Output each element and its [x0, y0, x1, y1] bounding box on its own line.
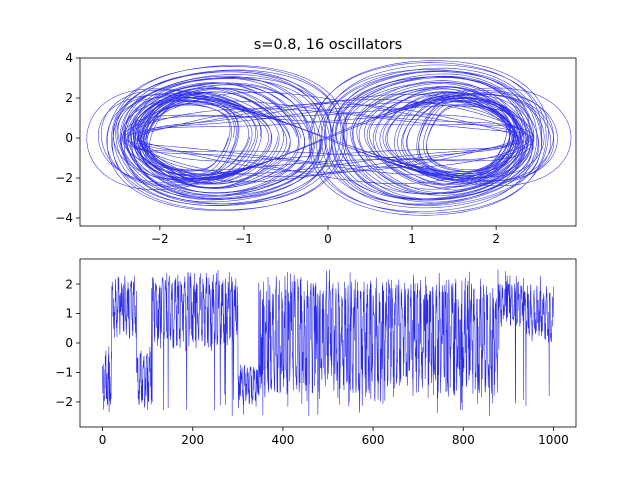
- crossing-trajectory: [122, 115, 534, 161]
- top-x-axis: −2 −1 0 1 2: [151, 226, 500, 246]
- bottom-x-axis: 0 200 400 600 800 1000: [99, 427, 569, 447]
- crossing-trajectory: [122, 105, 534, 171]
- crossing-trajectory: [137, 101, 519, 175]
- bottom-y-tick-label: −1: [55, 366, 73, 380]
- crossing-trajectory: [128, 100, 528, 176]
- top-x-tick-label: −2: [151, 232, 169, 246]
- top-x-tick-label: 2: [492, 232, 500, 246]
- oscillator-trajectory: [308, 60, 549, 216]
- crossing-trajectory: [123, 108, 533, 168]
- phase-trajectories: [86, 60, 572, 216]
- oscillator-trajectory: [97, 92, 558, 184]
- top-x-tick-label: 1: [408, 232, 416, 246]
- top-y-tick-label: −2: [55, 171, 73, 185]
- bottom-x-tick-label: 800: [452, 433, 475, 447]
- oscillator-trajectory: [350, 80, 533, 196]
- top-chart-title: s=0.8, 16 oscillators: [254, 37, 402, 53]
- bottom-x-tick-label: 200: [181, 433, 204, 447]
- top-y-tick-label: 2: [65, 91, 73, 105]
- top-phase-plot: −2 −1 0 1 2 −4 −2 0 2 4: [55, 51, 577, 246]
- bottom-x-tick-label: 600: [362, 433, 385, 447]
- top-y-tick-label: −4: [55, 211, 73, 225]
- top-x-tick-label: 0: [324, 232, 332, 246]
- bottom-y-tick-label: 0: [65, 336, 73, 350]
- top-y-tick-label: 0: [65, 131, 73, 145]
- oscillator-trajectory: [127, 85, 285, 189]
- oscillator-trajectory: [139, 96, 240, 180]
- bottom-y-tick-label: 1: [65, 307, 73, 321]
- bottom-y-tick-label: 2: [65, 277, 73, 291]
- top-y-tick-label: 4: [65, 51, 73, 65]
- time-series-trace: [102, 269, 554, 417]
- bottom-y-axis: −2 −1 0 1 2: [55, 277, 80, 409]
- top-y-axis: −4 −2 0 2 4: [55, 51, 80, 225]
- crossing-trajectory: [126, 99, 530, 177]
- oscillator-trajectory: [86, 87, 572, 190]
- bottom-x-tick-label: 400: [271, 433, 294, 447]
- bottom-x-tick-label: 0: [99, 433, 107, 447]
- top-x-tick-label: −1: [235, 232, 253, 246]
- time-series-line: [102, 269, 554, 417]
- oscillator-trajectory: [133, 91, 262, 185]
- crossing-trajectory: [137, 92, 519, 184]
- bottom-time-series-plot: 0 200 400 600 800 1000 −2 −1 0 1 2: [55, 258, 577, 447]
- bottom-y-tick-label: −2: [55, 395, 73, 409]
- top-axes-frame: [79, 57, 577, 227]
- bottom-x-tick-label: 1000: [538, 433, 569, 447]
- crossing-trajectory: [140, 114, 516, 162]
